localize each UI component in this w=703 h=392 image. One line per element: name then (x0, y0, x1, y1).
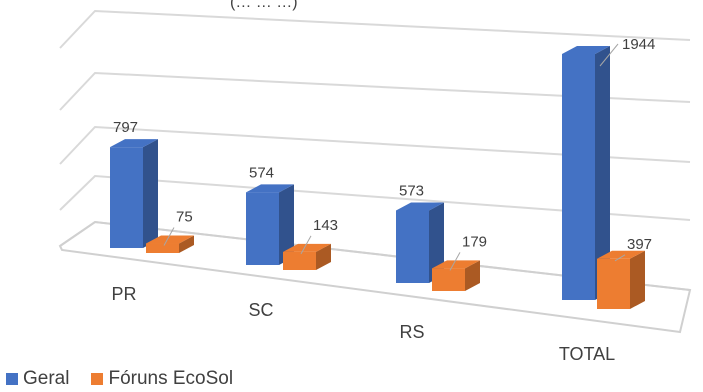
category-label: RS (399, 322, 424, 342)
bar-geral-total-front (562, 54, 595, 300)
legend-label-series-2: Fóruns EcoSol (108, 368, 234, 389)
leader-line (599, 43, 619, 67)
bar-geral-total-side (595, 46, 610, 300)
value-label: 1944 (622, 36, 655, 53)
value-label: 574 (249, 164, 274, 181)
value-labels: 797 75 574 143 573 179 1944 397 (113, 36, 655, 253)
legend-label-series-1: Geral (23, 368, 70, 389)
bar-foruns-rs (432, 260, 480, 291)
value-label: 143 (313, 217, 338, 234)
bar-foruns-pr (146, 235, 194, 253)
chart-title: (… … …) (230, 0, 298, 11)
bar-geral-total-top (562, 46, 610, 54)
floor-plane (58, 220, 692, 334)
legend: Geral Fóruns EcoSol (6, 366, 255, 392)
bar-foruns-rs-top (432, 260, 480, 269)
bar-foruns-pr-front (146, 243, 179, 253)
bar-foruns-total-side (630, 250, 645, 309)
chart-title-fragment: (… … …) (230, 0, 298, 11)
leader-line (163, 227, 175, 246)
bar-foruns-rs-front (432, 268, 465, 291)
bar-geral-pr-front (110, 147, 143, 248)
bar-geral-rs-side (429, 202, 444, 283)
bar-geral-sc-side (279, 184, 294, 265)
gridline (59, 125, 691, 165)
category-label: PR (111, 284, 136, 304)
value-label: 179 (462, 233, 487, 250)
legend-swatch-series-2 (91, 373, 104, 385)
bar-foruns-total-top (597, 250, 645, 259)
bar-geral-rs-front (396, 210, 429, 283)
category-label: TOTAL (559, 344, 615, 364)
bar-foruns-pr-top (146, 235, 194, 244)
bar-foruns-sc (283, 243, 331, 270)
chart-floor (58, 220, 692, 334)
bar-foruns-total (597, 250, 645, 309)
bar-foruns-sc-top (283, 243, 331, 252)
value-label: 573 (399, 182, 424, 199)
category-labels: PR SC RS TOTAL (111, 284, 615, 364)
bar-geral-sc-front (246, 192, 279, 265)
bar-geral-sc (246, 184, 294, 265)
label-leader-lines (163, 43, 626, 271)
bar-geral-pr-top (110, 139, 158, 148)
value-label: 397 (627, 236, 652, 253)
bar-foruns-total-front (597, 258, 630, 309)
bar-geral-rs (396, 202, 444, 283)
bar-geral-total (562, 46, 610, 300)
legend-item-series-1: Geral (6, 368, 69, 390)
legend-item-series-2: Fóruns EcoSol (91, 368, 233, 390)
bar-foruns-sc-side (316, 243, 331, 270)
leader-line (449, 252, 461, 271)
bar-geral-rs-top (396, 202, 444, 211)
bar-geral-pr-side (143, 139, 158, 248)
category-label: SC (248, 300, 273, 320)
gridline (59, 174, 691, 221)
leader-line (300, 235, 312, 255)
bar-foruns-sc-front (283, 251, 316, 270)
bar-foruns-pr-side (179, 235, 194, 253)
bar-geral-sc-top (246, 184, 294, 193)
leader-line (614, 254, 626, 262)
value-label: 75 (176, 209, 193, 226)
legend-swatch-series-1 (6, 373, 18, 385)
bar-foruns-rs-side (465, 260, 480, 291)
bar-geral-pr (110, 139, 158, 248)
gridline (59, 9, 691, 49)
bars (110, 46, 645, 309)
gridline (59, 71, 691, 111)
value-label: 797 (113, 119, 138, 136)
